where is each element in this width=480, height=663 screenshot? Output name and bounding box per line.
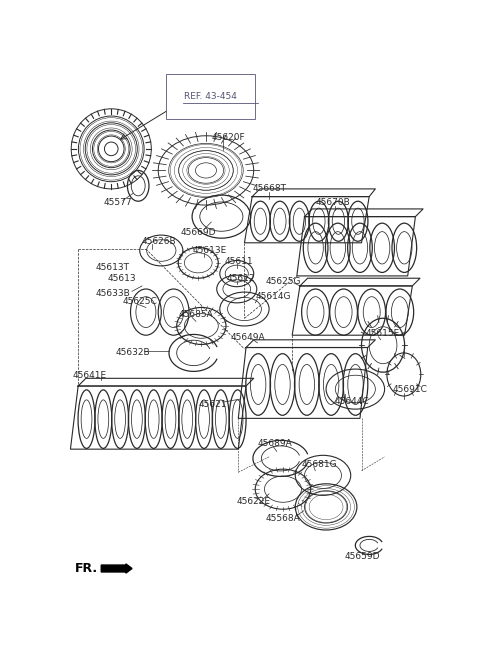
Text: FR.: FR. xyxy=(75,562,98,575)
Text: 45612: 45612 xyxy=(227,274,255,282)
Text: 45568A: 45568A xyxy=(265,514,300,523)
Text: 45681G: 45681G xyxy=(301,460,337,469)
Text: 45620F: 45620F xyxy=(211,133,245,142)
FancyArrow shape xyxy=(101,564,132,573)
Text: 45615E: 45615E xyxy=(365,329,399,338)
Text: 45632B: 45632B xyxy=(115,349,150,357)
Text: 45644C: 45644C xyxy=(335,397,369,406)
Text: 45577: 45577 xyxy=(104,198,132,208)
Text: 45622E: 45622E xyxy=(237,497,271,506)
Text: 45613T: 45613T xyxy=(96,263,130,272)
Text: 45691C: 45691C xyxy=(392,385,427,394)
Text: 45621: 45621 xyxy=(198,400,227,409)
Text: 45659D: 45659D xyxy=(345,552,380,562)
Text: 45685A: 45685A xyxy=(178,310,213,319)
Text: 45641E: 45641E xyxy=(73,371,107,380)
Text: 45613E: 45613E xyxy=(192,246,227,255)
Text: 45614G: 45614G xyxy=(255,292,291,301)
Text: 45633B: 45633B xyxy=(96,289,131,298)
Text: 45668T: 45668T xyxy=(252,184,286,194)
Text: 45670B: 45670B xyxy=(315,198,350,208)
Text: 45625C: 45625C xyxy=(123,297,157,306)
Text: 45649A: 45649A xyxy=(230,333,265,342)
Text: 45626B: 45626B xyxy=(142,237,177,246)
Text: REF. 43-454: REF. 43-454 xyxy=(184,92,237,101)
Text: 45611: 45611 xyxy=(225,257,253,266)
Text: 45625G: 45625G xyxy=(265,276,301,286)
Text: 45689A: 45689A xyxy=(258,438,292,448)
Text: 45613: 45613 xyxy=(108,274,136,282)
Text: 45669D: 45669D xyxy=(180,227,216,237)
